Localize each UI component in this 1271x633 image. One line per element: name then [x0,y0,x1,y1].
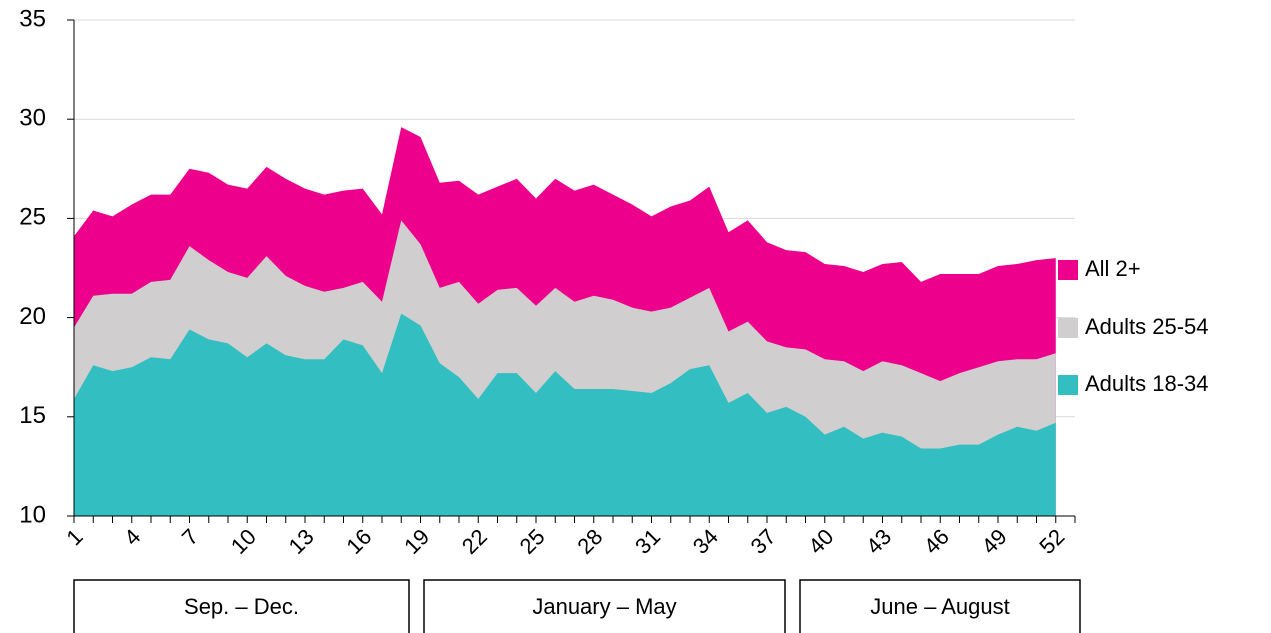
x-tick-label: 31 [630,524,665,559]
x-tick-label: 52 [1034,524,1069,559]
legend-label: Adults 18-34 [1085,371,1209,396]
x-tick-label: 43 [861,524,896,559]
x-tick-label: 28 [572,524,607,559]
group-label: January – May [532,594,676,619]
x-tick-label: 25 [515,524,550,559]
group-label: June – August [870,594,1009,619]
y-tick-label: 15 [19,402,46,429]
x-tick-label: 49 [977,524,1012,559]
legend-label: Adults 25-54 [1085,314,1209,339]
x-tick-label: 22 [457,524,492,559]
group-label: Sep. – Dec. [184,594,299,619]
y-tick-label: 35 [19,5,46,32]
y-tick-label: 25 [19,204,46,231]
group-box [73,579,410,633]
x-tick-label: 16 [341,524,376,559]
x-tick-label: 7 [177,524,203,550]
x-tick-label: 46 [919,524,954,559]
legend-swatch [1058,375,1078,395]
x-tick-label: 37 [746,524,781,559]
legend-swatch [1058,318,1078,338]
x-tick-label: 4 [119,524,145,550]
x-tick-label: 13 [284,524,319,559]
group-box [799,579,1081,633]
group-box [423,579,786,633]
x-tick-label: 1 [61,524,87,550]
x-tick-label: 19 [399,524,434,559]
legend-swatch [1058,260,1078,280]
y-tick-label: 10 [19,501,46,528]
x-tick-label: 10 [226,524,261,559]
y-tick-label: 20 [19,303,46,330]
legend-label: All 2+ [1085,256,1141,281]
x-tick-label: 40 [803,524,838,559]
x-tick-label: 34 [688,524,723,559]
y-tick-label: 30 [19,105,46,132]
area [74,313,1056,516]
